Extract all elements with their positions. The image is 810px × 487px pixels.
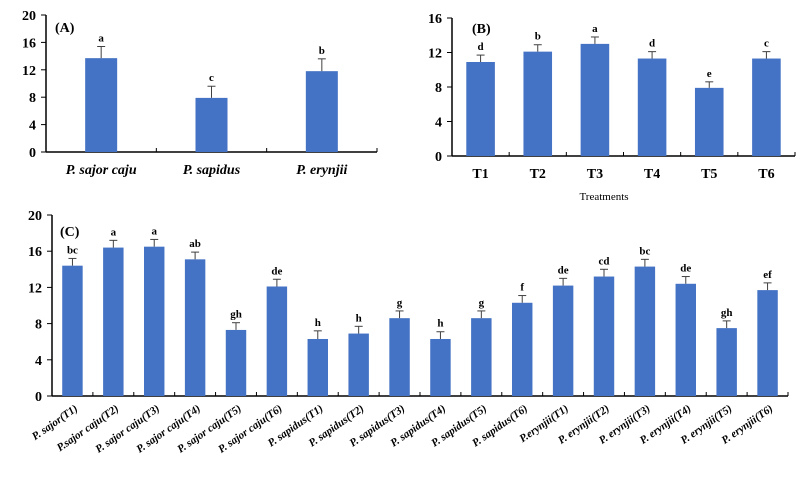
bar <box>184 259 206 396</box>
significance-label: b <box>535 31 541 43</box>
significance-label: h <box>356 312 362 324</box>
bar <box>266 286 288 396</box>
x-axis-title: Treatments <box>579 191 628 203</box>
bar <box>307 338 328 396</box>
bar <box>471 318 492 396</box>
bar <box>752 58 781 156</box>
chart-panel-a: 0 4 8 12 16 20 (A) a P. sajor caju c P. sapidus b P.… <box>22 9 378 178</box>
significance-label: g <box>397 297 403 309</box>
bar <box>637 58 667 156</box>
y-tick-label: 20 <box>28 209 42 224</box>
significance-label: ef <box>763 269 772 281</box>
significance-label: d <box>478 41 484 53</box>
x-category-label: T5 <box>701 167 717 182</box>
bar <box>593 276 615 396</box>
y-tick-label: 8 <box>435 81 442 96</box>
bar <box>580 43 610 156</box>
y-tick-label: 0 <box>435 150 442 165</box>
significance-label: de <box>271 265 282 277</box>
bar <box>62 265 83 396</box>
y-tick-label: 8 <box>29 91 36 106</box>
bar <box>757 290 778 396</box>
bar <box>389 318 410 396</box>
y-tick-label: 8 <box>35 318 42 333</box>
x-category-label: T6 <box>758 167 774 182</box>
x-category-label: T2 <box>530 167 546 182</box>
chart-panel-b: 0 4 8 12 16 (B) d T1 b T2 a T3 d T4 e T5 c T6 Treatments <box>428 12 796 203</box>
y-tick-label: 20 <box>22 9 36 24</box>
x-category-label: P. sapidus <box>183 163 241 178</box>
significance-label: gh <box>230 309 242 321</box>
panel-label: (C) <box>60 225 80 240</box>
significance-label: a <box>151 225 157 237</box>
significance-label: cd <box>599 255 610 267</box>
y-tick-label: 16 <box>22 36 36 51</box>
bar <box>103 247 124 396</box>
y-tick-label: 4 <box>35 354 42 369</box>
significance-label: c <box>764 38 769 50</box>
significance-label: bc <box>639 245 650 257</box>
x-category-label: T1 <box>472 167 488 182</box>
significance-label: g <box>479 297 485 309</box>
significance-label: de <box>558 264 569 276</box>
x-category-label: T4 <box>644 167 660 182</box>
panel-label: (A) <box>55 21 75 36</box>
significance-label: a <box>111 226 117 238</box>
significance-label: d <box>649 38 655 50</box>
y-tick-label: 4 <box>435 116 442 131</box>
bar <box>430 338 451 396</box>
bar <box>144 246 165 396</box>
significance-label: e <box>707 68 712 80</box>
significance-label: b <box>319 45 325 57</box>
bar <box>348 333 369 396</box>
significance-label: bc <box>67 244 78 256</box>
y-tick-label: 12 <box>28 281 42 296</box>
y-tick-label: 0 <box>29 146 36 161</box>
x-category-label: P. erynjii <box>296 163 347 178</box>
y-tick-label: 4 <box>29 119 36 134</box>
bar <box>466 61 495 156</box>
bar <box>694 87 724 156</box>
significance-label: gh <box>721 307 733 319</box>
significance-label: de <box>680 263 691 275</box>
significance-label: ab <box>189 238 201 250</box>
y-tick-label: 12 <box>22 64 36 79</box>
bar <box>523 51 553 157</box>
bar <box>195 97 228 152</box>
significance-label: c <box>209 72 214 84</box>
significance-label: f <box>520 282 524 294</box>
significance-label: a <box>592 23 598 35</box>
y-tick-label: 12 <box>428 47 442 62</box>
x-category-label: T3 <box>587 167 603 182</box>
panel-label: (B) <box>472 22 491 37</box>
y-tick-label: 0 <box>35 390 42 405</box>
y-tick-label: 16 <box>28 245 42 260</box>
bar <box>512 302 533 396</box>
significance-label: h <box>315 317 321 329</box>
bar <box>85 58 118 152</box>
bar <box>552 285 574 396</box>
bar <box>305 71 338 152</box>
bar <box>716 328 737 396</box>
y-tick-label: 16 <box>428 12 442 27</box>
bar <box>634 266 656 396</box>
x-category-label: P. sajor caju <box>66 163 137 178</box>
bar <box>225 329 247 396</box>
significance-label: a <box>98 33 104 45</box>
significance-label: h <box>437 318 443 330</box>
bar <box>675 283 696 396</box>
